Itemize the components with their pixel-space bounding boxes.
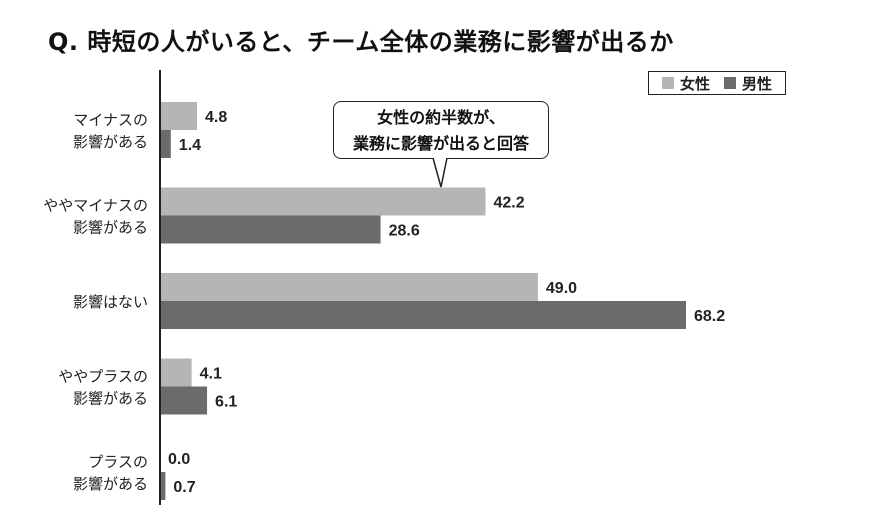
data-label: 42.2 [493, 195, 524, 212]
data-label: 1.4 [179, 137, 201, 154]
bar-female [160, 358, 192, 387]
callout-line-2: 業務に影響が出ると回答 [352, 134, 529, 153]
bar-female [160, 187, 486, 216]
bar-male [160, 215, 381, 244]
data-label: 4.8 [205, 109, 227, 126]
data-label: 49.0 [546, 280, 577, 297]
bar-male [160, 472, 166, 500]
legend-label-female: 女性 [679, 74, 710, 93]
category-label: 影響がある [73, 133, 148, 151]
category-label: 影響がある [73, 390, 148, 408]
category-label: マイナスの [73, 111, 148, 129]
callout-line-1: 女性の約半数が、 [377, 108, 505, 127]
category-label: ややプラスの [58, 368, 148, 386]
legend-swatch-female [661, 77, 674, 89]
data-label: 68.2 [694, 308, 725, 325]
bar-male [160, 386, 208, 415]
data-label: 4.1 [200, 366, 222, 383]
category-label: 影響がある [73, 475, 148, 493]
data-label: 28.6 [389, 223, 420, 240]
data-label: 0.0 [168, 451, 190, 468]
callout-pointer [432, 157, 448, 188]
bar-male [160, 301, 686, 329]
annotation-callout: 女性の約半数が、 業務に影響が出ると回答 [333, 101, 549, 159]
legend-label-male: 男性 [742, 74, 773, 93]
category-label: 影響はない [73, 293, 148, 311]
category-label: 影響がある [73, 219, 148, 237]
data-label: 0.7 [173, 479, 195, 496]
chart-title: Q. 時短の人がいると、チーム全体の業務に影響が出るか [48, 28, 674, 56]
bar-male [160, 130, 171, 158]
legend-swatch-male [724, 77, 736, 89]
category-label: プラスの [88, 453, 148, 471]
category-label: ややマイナスの [43, 197, 148, 215]
bar-female [160, 273, 538, 301]
legend-item-female: 女性 [661, 73, 710, 94]
legend: 女性 男性 [648, 71, 786, 95]
bar-female [160, 102, 198, 130]
legend-item-male: 男性 [724, 73, 772, 94]
data-label: 6.1 [215, 394, 237, 411]
